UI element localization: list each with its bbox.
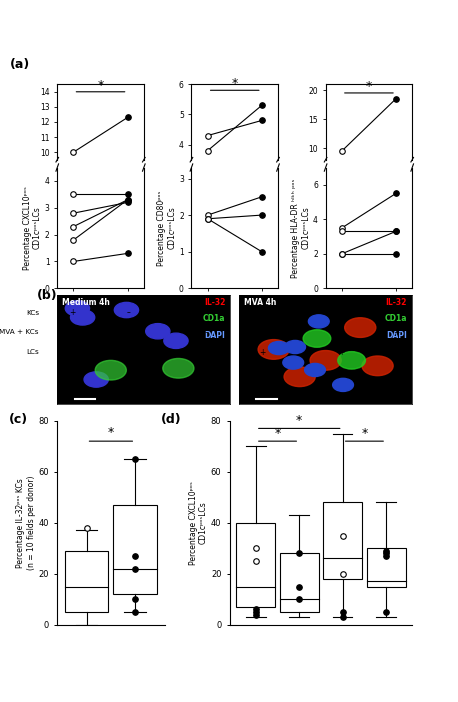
- Text: DAPI: DAPI: [386, 331, 407, 340]
- Text: DAPI: DAPI: [204, 331, 225, 340]
- Circle shape: [305, 364, 326, 376]
- Text: +: +: [393, 347, 400, 357]
- Text: +: +: [204, 347, 210, 357]
- Y-axis label: Percentage CXCL10ᵖᵒˢ
CD1cᵖᵒˢLCs: Percentage CXCL10ᵖᵒˢ CD1cᵖᵒˢLCs: [189, 481, 208, 564]
- Y-axis label: Percentage CD80ᵖᵒˢ
CD1cᵖᵒˢLCs: Percentage CD80ᵖᵒˢ CD1cᵖᵒˢLCs: [157, 190, 176, 265]
- Circle shape: [338, 352, 365, 369]
- Bar: [113, 505, 157, 594]
- Bar: [323, 503, 362, 579]
- Text: +: +: [70, 347, 76, 357]
- Bar: [65, 551, 109, 612]
- Text: (b): (b): [37, 289, 57, 303]
- Text: +: +: [393, 328, 400, 337]
- Circle shape: [284, 367, 315, 387]
- Text: (d): (d): [160, 413, 181, 425]
- Circle shape: [164, 333, 188, 348]
- Text: –: –: [126, 308, 130, 317]
- Circle shape: [303, 330, 331, 347]
- Circle shape: [345, 318, 376, 338]
- Circle shape: [285, 340, 305, 354]
- Text: –: –: [205, 328, 209, 337]
- Text: *: *: [366, 80, 372, 93]
- Circle shape: [308, 314, 329, 328]
- Circle shape: [95, 360, 126, 380]
- Text: *: *: [274, 427, 281, 440]
- Circle shape: [84, 372, 108, 388]
- Circle shape: [283, 356, 304, 369]
- Text: *: *: [232, 77, 238, 91]
- Text: *: *: [296, 414, 302, 427]
- Y-axis label: Percentage CXCL10ᵖᵒˢ
CD1cᵖᵒˢLCs: Percentage CXCL10ᵖᵒˢ CD1cᵖᵒˢLCs: [22, 186, 42, 270]
- Text: –: –: [71, 328, 75, 337]
- Text: –: –: [261, 308, 264, 317]
- Text: +: +: [204, 308, 210, 317]
- Circle shape: [146, 324, 170, 339]
- Bar: [366, 548, 406, 587]
- Circle shape: [310, 350, 341, 370]
- Y-axis label: Percentage HLA-DR ʰᴵᵏʰ ᵖᵒˢ
CD1cᵖᵒˢLCs: Percentage HLA-DR ʰᴵᵏʰ ᵖᵒˢ CD1cᵖᵒˢLCs: [291, 178, 311, 277]
- Text: +: +: [338, 308, 344, 317]
- Circle shape: [333, 378, 354, 392]
- Text: CD1a: CD1a: [385, 314, 407, 324]
- Text: *: *: [98, 79, 104, 92]
- Y-axis label: Percentage IL-32ᵖᵒˢ KCs
(n = 10 fields per donor): Percentage IL-32ᵖᵒˢ KCs (n = 10 fields p…: [16, 475, 36, 570]
- Text: *: *: [361, 427, 367, 440]
- Text: +: +: [125, 328, 131, 337]
- Text: –: –: [395, 308, 398, 317]
- Text: LCs: LCs: [26, 349, 39, 355]
- Bar: [280, 553, 319, 612]
- Text: *: *: [108, 425, 114, 439]
- Bar: [236, 523, 275, 607]
- Text: CD1a: CD1a: [203, 314, 225, 324]
- Text: KCs: KCs: [26, 310, 39, 316]
- Text: +: +: [259, 328, 266, 337]
- Text: (c): (c): [9, 413, 28, 425]
- Text: MVA 4h: MVA 4h: [244, 298, 277, 307]
- Circle shape: [71, 310, 95, 325]
- Circle shape: [65, 300, 89, 316]
- Text: IL-32: IL-32: [204, 298, 225, 307]
- Circle shape: [258, 340, 289, 359]
- Circle shape: [362, 356, 393, 376]
- Circle shape: [268, 341, 289, 355]
- Text: (a): (a): [10, 58, 30, 71]
- Circle shape: [163, 359, 194, 378]
- Text: +: +: [125, 347, 131, 357]
- Text: +: +: [338, 347, 344, 357]
- Text: +: +: [70, 308, 76, 317]
- Text: MVA + KCs: MVA + KCs: [0, 329, 39, 336]
- Text: +: +: [259, 347, 266, 357]
- Text: Medium 4h: Medium 4h: [62, 298, 110, 307]
- Text: –: –: [339, 328, 343, 337]
- Text: IL-32: IL-32: [386, 298, 407, 307]
- Circle shape: [114, 303, 139, 318]
